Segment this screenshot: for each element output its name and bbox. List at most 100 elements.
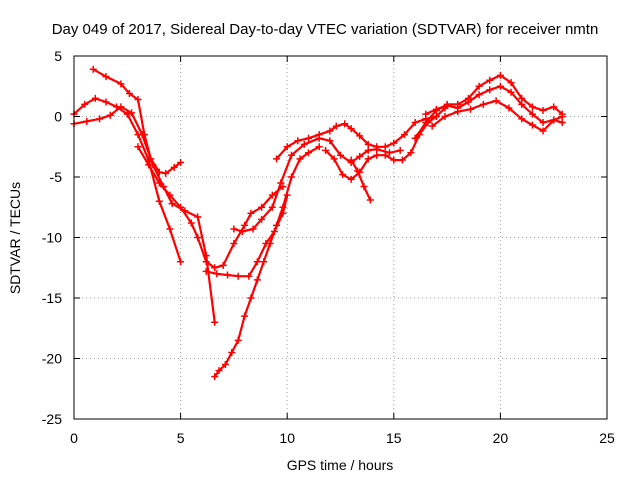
- data-point-marker: [134, 143, 142, 151]
- data-point-marker: [305, 134, 313, 142]
- data-point-marker: [364, 146, 372, 154]
- data-point-marker: [507, 88, 515, 96]
- data-point-marker: [539, 127, 547, 135]
- data-point-marker: [400, 131, 408, 139]
- data-point-marker: [411, 119, 419, 127]
- data-point-marker: [89, 65, 97, 73]
- data-point-marker: [364, 140, 372, 148]
- data-point-marker: [467, 105, 475, 113]
- y-tick-label: 5: [54, 48, 62, 64]
- x-tick-label: 20: [493, 430, 509, 446]
- data-point-marker: [279, 209, 287, 217]
- data-point-marker: [422, 110, 430, 118]
- data-point-marker: [386, 149, 394, 157]
- y-tick-label: -10: [42, 230, 62, 246]
- data-point-marker: [247, 209, 255, 217]
- data-point-marker: [219, 261, 227, 269]
- x-tick-label: 10: [279, 430, 295, 446]
- data-point-marker: [211, 373, 219, 381]
- data-point-marker: [221, 361, 229, 369]
- x-axis-label: GPS time / hours: [287, 457, 394, 473]
- data-point-marker: [337, 151, 344, 159]
- data-point-marker: [390, 156, 398, 164]
- data-point-marker: [170, 163, 178, 171]
- data-point-marker: [341, 120, 349, 128]
- data-point-marker: [194, 213, 202, 221]
- data-point-marker: [464, 98, 472, 106]
- data-point-marker: [390, 139, 398, 147]
- data-point-marker: [496, 82, 504, 90]
- data-point-marker: [356, 152, 364, 160]
- data-point-marker: [234, 272, 242, 280]
- data-point-marker: [373, 143, 381, 151]
- data-point-marker: [287, 173, 295, 181]
- data-point-marker: [518, 115, 526, 123]
- data-point-marker: [253, 276, 261, 284]
- axis-ticks: 0 5 10 15 20 25 -25 -20 -15 -10 -5 0 5: [42, 48, 615, 446]
- data-point-marker: [268, 191, 276, 199]
- data-point-marker: [432, 105, 440, 113]
- data-point-marker: [475, 82, 483, 90]
- x-tick-label: 25: [599, 430, 615, 446]
- data-point-marker: [117, 80, 125, 88]
- data-point-marker: [102, 73, 110, 81]
- data-point-marker: [211, 264, 219, 272]
- data-point-marker: [125, 90, 133, 98]
- data-point-marker: [145, 161, 153, 169]
- data-point-marker: [528, 103, 536, 111]
- data-point-marker: [441, 113, 449, 120]
- x-tick-label: 15: [386, 430, 402, 446]
- data-point-marker: [366, 196, 374, 204]
- data-point-marker: [253, 258, 261, 266]
- data-point-marker: [168, 200, 176, 208]
- series-line: [431, 99, 564, 133]
- data-point-marker: [492, 97, 500, 105]
- data-point-marker: [496, 71, 504, 79]
- data-point-marker: [315, 131, 323, 139]
- data-point-marker: [247, 294, 255, 302]
- data-point-marker: [177, 158, 185, 166]
- data-point-marker: [155, 179, 163, 187]
- series-line: [205, 194, 289, 278]
- series-line: [136, 145, 284, 269]
- data-point-marker: [422, 119, 430, 127]
- data-point-marker: [268, 203, 276, 211]
- data-point-marker: [215, 367, 223, 375]
- data-point-marker: [194, 234, 202, 241]
- data-point-marker: [187, 219, 195, 227]
- data-point-marker: [211, 318, 219, 326]
- data-point-marker: [411, 134, 419, 142]
- data-point-marker: [539, 119, 547, 127]
- data-point-marker: [258, 215, 266, 223]
- data-point-marker: [381, 151, 389, 159]
- data-point-marker: [273, 155, 281, 163]
- data-point-marker: [428, 122, 436, 130]
- data-point-marker: [347, 175, 355, 183]
- data-point-marker: [326, 137, 334, 145]
- data-point-marker: [249, 225, 257, 233]
- data-point-marker: [96, 115, 104, 123]
- data-point-marker: [326, 127, 334, 135]
- data-point-marker: [260, 258, 268, 266]
- data-point-marker: [166, 225, 174, 233]
- data-point-marker: [83, 117, 91, 125]
- data-point-marker: [102, 98, 110, 106]
- data-point-marker: [287, 151, 295, 159]
- data-point-marker: [213, 270, 221, 278]
- data-point-marker: [528, 121, 536, 129]
- series-line: [72, 105, 216, 324]
- data-point-marker: [300, 140, 308, 148]
- data-point-marker: [245, 272, 253, 280]
- data-point-marker: [81, 100, 89, 108]
- data-point-marker: [322, 146, 330, 154]
- data-point-marker: [230, 240, 238, 248]
- data-point-marker: [283, 143, 291, 151]
- data-series: [70, 65, 566, 381]
- data-point-marker: [177, 203, 185, 211]
- y-tick-label: 0: [54, 109, 62, 125]
- data-point-marker: [106, 111, 114, 119]
- data-point-marker: [475, 91, 483, 99]
- data-point-marker: [398, 156, 406, 164]
- data-point-marker: [354, 167, 362, 175]
- data-point-marker: [486, 76, 494, 84]
